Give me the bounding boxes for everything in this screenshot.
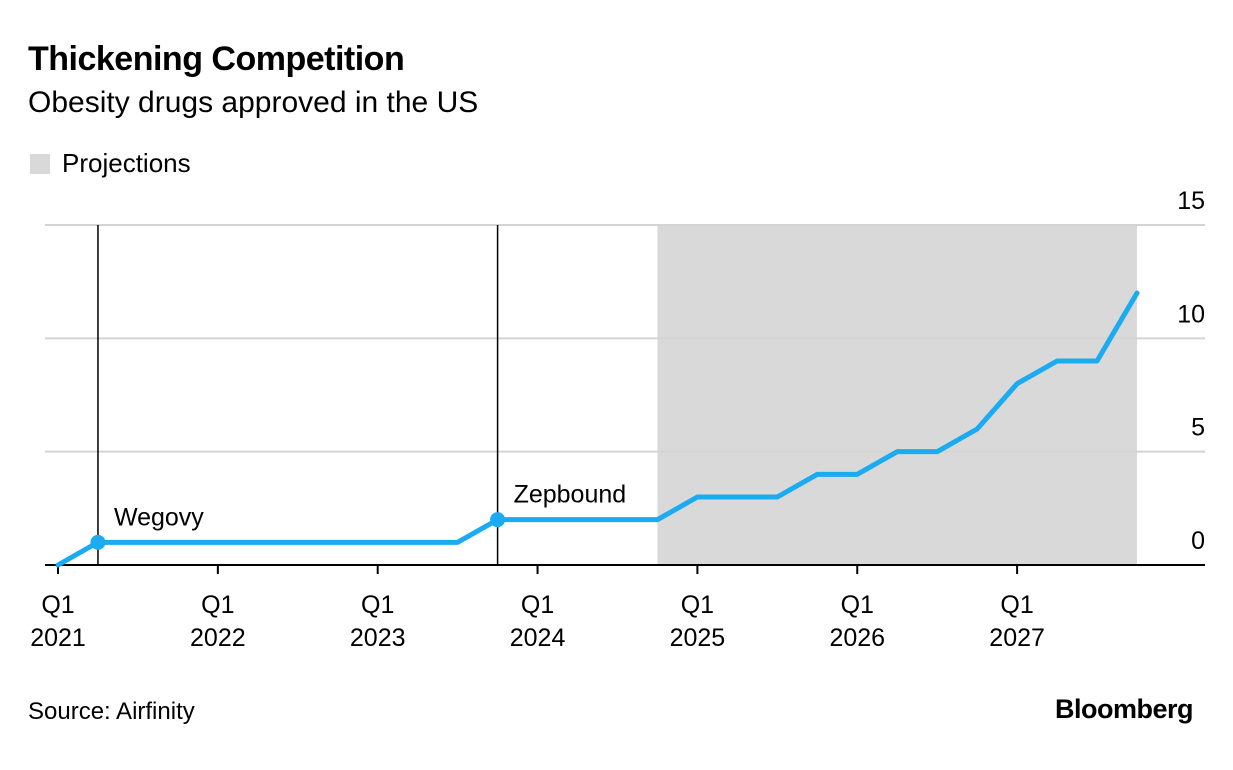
y-tick-label-0: 0	[1191, 527, 1205, 555]
legend-swatch-projections	[30, 153, 50, 174]
x-tick-year-2022: 2022	[190, 624, 246, 652]
x-tick-quarter-2021: Q1	[41, 591, 74, 619]
x-tick-year-2024: 2024	[510, 624, 566, 652]
projection-shade	[657, 225, 1137, 565]
annotation-label-wegovy: Wegovy	[114, 503, 204, 531]
annotation-point-zepbound	[490, 512, 506, 528]
y-tick-label-15: 15	[1177, 187, 1205, 215]
legend-label-projections: Projections	[62, 148, 191, 178]
x-tick-quarter-2027: Q1	[1000, 591, 1033, 619]
x-tick-quarter-2022: Q1	[201, 591, 234, 619]
chart-subtitle: Obesity drugs approved in the US	[28, 86, 479, 119]
x-tick-quarter-2025: Q1	[681, 591, 714, 619]
bloomberg-logo: Bloomberg	[1054, 694, 1194, 724]
legend: Projections	[30, 148, 191, 179]
x-tick-year-2025: 2025	[670, 624, 726, 652]
source-note: Source: Airfinity	[28, 698, 195, 725]
x-tick-year-2026: 2026	[829, 624, 885, 652]
annotation-label-zepbound: Zepbound	[514, 481, 627, 509]
x-tick-year-2027: 2027	[989, 624, 1045, 652]
x-tick-quarter-2024: Q1	[521, 591, 554, 619]
annotation-point-wegovy	[90, 534, 106, 550]
series-line-approved-drugs	[55, 290, 1140, 568]
x-tick-quarter-2026: Q1	[841, 591, 874, 619]
y-tick-label-5: 5	[1191, 414, 1205, 442]
chart-title: Thickening Competition	[28, 40, 405, 78]
line-chart: 0 5 10 15 Q1 2021 Q1 2022 Q1 2023 Q1 2024 Q1 2025 Q1 20…	[30, 187, 1205, 652]
x-tick-year-2023: 2023	[350, 624, 406, 652]
y-tick-label-10: 10	[1177, 300, 1205, 328]
x-tick-quarter-2023: Q1	[361, 591, 394, 619]
x-tick-year-2021: 2021	[30, 624, 86, 652]
